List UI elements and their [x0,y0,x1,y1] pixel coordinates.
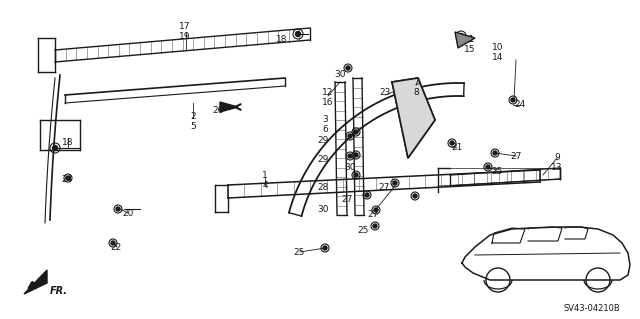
Text: 27: 27 [341,195,353,204]
Circle shape [348,154,352,158]
Circle shape [413,194,417,198]
Circle shape [111,241,115,245]
Circle shape [511,98,515,102]
Text: 26: 26 [212,106,224,115]
Text: 18: 18 [62,138,74,147]
Circle shape [66,176,70,180]
Circle shape [374,208,378,212]
Text: 25: 25 [492,167,502,176]
Circle shape [493,151,497,155]
Circle shape [52,145,58,151]
Text: 7
8: 7 8 [413,78,419,97]
Polygon shape [455,32,475,48]
Text: 27: 27 [367,210,379,219]
Circle shape [354,130,358,134]
Text: 12
16: 12 16 [323,88,333,108]
Text: 11
15: 11 15 [464,35,476,55]
Text: 9
13: 9 13 [551,153,563,172]
Circle shape [393,181,397,185]
Text: 10
14: 10 14 [492,43,504,63]
Text: 27: 27 [510,152,522,161]
Text: 30: 30 [334,70,346,79]
Text: 22: 22 [110,243,122,252]
Circle shape [450,141,454,145]
Text: 25: 25 [357,226,369,235]
Circle shape [323,246,327,250]
Polygon shape [392,78,435,158]
Text: 29: 29 [317,155,329,164]
Text: 24: 24 [515,100,525,109]
Text: 2
5: 2 5 [190,112,196,131]
Circle shape [486,165,490,169]
Polygon shape [220,102,238,112]
Circle shape [116,207,120,211]
Circle shape [348,134,352,138]
Circle shape [373,224,377,228]
Text: 20: 20 [122,209,134,218]
Text: 30: 30 [344,163,356,172]
Text: 27: 27 [378,183,390,192]
Text: 18: 18 [276,35,288,44]
Text: SV43-04210B: SV43-04210B [563,304,620,313]
Text: FR.: FR. [50,286,68,296]
Text: 17
19: 17 19 [179,22,191,41]
Text: 25: 25 [293,248,305,257]
Circle shape [354,173,358,177]
Text: 28: 28 [317,183,329,192]
Circle shape [458,33,463,39]
Text: 3
6: 3 6 [322,115,328,134]
Text: 21: 21 [451,143,463,152]
Circle shape [354,153,358,157]
Text: 30: 30 [317,205,329,214]
Circle shape [365,193,369,197]
Polygon shape [24,270,47,294]
Text: 23: 23 [380,88,390,97]
Text: 1
4: 1 4 [262,171,268,190]
Circle shape [346,66,350,70]
Circle shape [296,32,301,36]
Text: 29: 29 [317,136,329,145]
Text: 24: 24 [61,175,72,184]
